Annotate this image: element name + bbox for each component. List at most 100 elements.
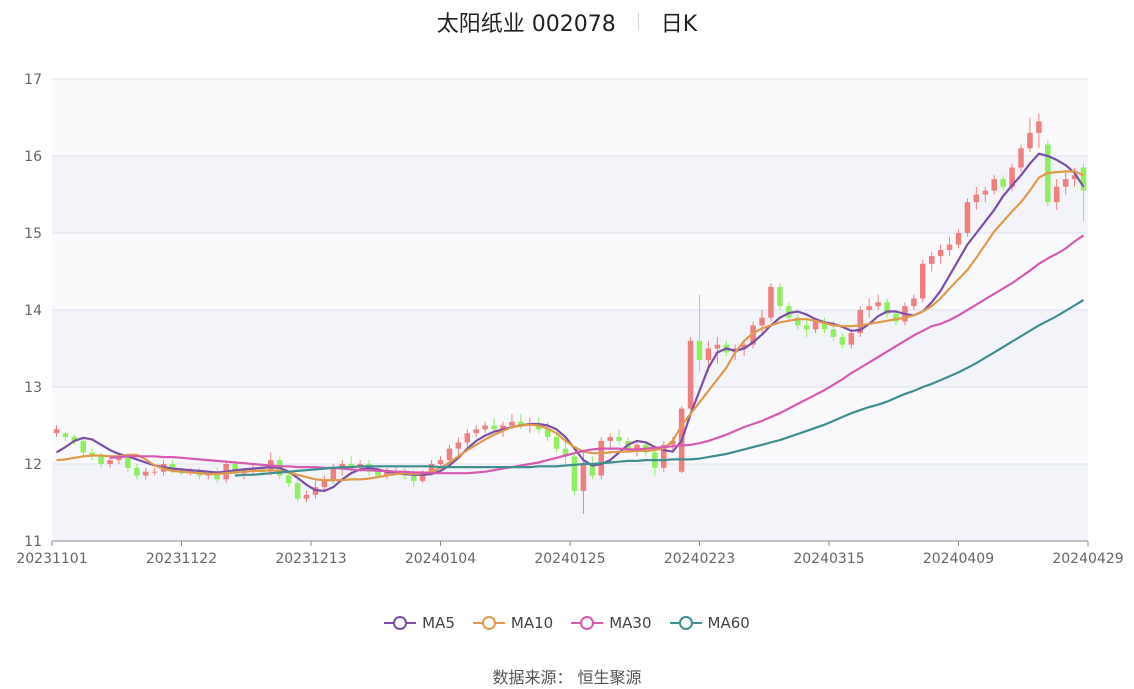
title-separator [637, 13, 639, 31]
data-source: 数据来源： 恒生聚源 [492, 668, 642, 687]
candle-body [964, 202, 971, 233]
candle-body [80, 440, 87, 453]
y-tick-label: 13 [24, 380, 42, 396]
candle-body [714, 344, 721, 349]
candle-body [750, 325, 756, 345]
candle-body [928, 256, 935, 264]
x-tick-label: 20231101 [16, 551, 87, 567]
candle-body [455, 442, 462, 449]
candle-body [214, 473, 220, 480]
candle-body [464, 433, 471, 443]
candle-body [437, 460, 444, 464]
x-tick-label: 20231213 [275, 551, 346, 567]
candle-body [151, 471, 158, 473]
legend-label-ma10: MA10 [510, 614, 554, 632]
y-tick-label: 14 [24, 303, 42, 319]
candle-body [661, 444, 667, 468]
candle-body [339, 464, 346, 468]
x-tick-label: 20240429 [1052, 551, 1123, 567]
legend: MA5 MA10 MA30 MA60 [0, 614, 1134, 632]
candle-body [812, 321, 819, 330]
candle-body [562, 448, 569, 457]
candle-body [125, 456, 131, 468]
plot-band [52, 233, 1088, 310]
candle-body [937, 249, 944, 257]
candle-body [71, 437, 78, 441]
candle-body [982, 190, 989, 195]
candle-body [500, 425, 506, 430]
plot-bands [52, 79, 1088, 541]
candle-body [62, 433, 69, 438]
ma-line-ma30 [110, 234, 1085, 475]
candle-body [571, 456, 578, 491]
candle-body [509, 421, 515, 426]
candle-body [285, 475, 292, 484]
candle-body [446, 448, 453, 461]
legend-label-ma30: MA30 [609, 614, 652, 632]
candle-body [107, 460, 113, 464]
x-tick-label: 20240409 [923, 551, 994, 567]
plot-band [52, 79, 1088, 156]
plot-band [52, 387, 1088, 464]
x-tick-label: 20231122 [146, 551, 217, 567]
candle-body [741, 344, 747, 349]
plot-band [52, 310, 1088, 387]
candle-body [616, 437, 622, 441]
candle-body [848, 333, 855, 345]
period-label: 日K [660, 12, 698, 37]
candle-body [553, 437, 560, 449]
y-axis: 11 12 13 14 15 16 17 [24, 72, 42, 550]
plot-band [52, 156, 1088, 233]
legend-swatch-ma30 [571, 615, 604, 631]
candle-body [482, 425, 488, 430]
candle-body [143, 471, 149, 476]
candle-body [419, 471, 426, 481]
ma-line-ma60 [235, 299, 1085, 477]
candle-body [518, 421, 524, 426]
candle-body [294, 483, 301, 499]
candle-body [786, 306, 792, 318]
chart-title: 太阳纸业 002078 日K [0, 6, 1134, 38]
candle-body [857, 310, 864, 334]
legend-item-ma30[interactable]: MA30 [571, 614, 652, 632]
candle-body [134, 467, 140, 476]
candle-body [669, 440, 676, 445]
candle-body [1027, 132, 1033, 149]
x-tick-label: 20240125 [534, 551, 605, 567]
candle-body [839, 336, 846, 345]
x-axis: 20231101 20231122 20231213 20240104 20240125… [16, 540, 1124, 567]
candle-body [428, 464, 435, 472]
legend-item-ma60[interactable]: MA60 [669, 614, 750, 632]
legend-swatch-ma60 [669, 615, 702, 631]
candle-body [705, 348, 712, 361]
stock-name: 太阳纸业 002078 [436, 12, 616, 37]
y-tick-label: 12 [24, 457, 42, 473]
x-tick-label: 20240223 [664, 551, 735, 567]
candle-body [794, 317, 801, 326]
candle-body [821, 321, 828, 330]
candle-body [98, 456, 104, 464]
candle-body [375, 471, 381, 476]
candle-body [875, 302, 881, 307]
candle-body [768, 286, 774, 318]
candle-body [1009, 167, 1015, 187]
legend-item-ma10[interactable]: MA10 [472, 614, 554, 632]
legend-item-ma5[interactable]: MA5 [384, 614, 455, 632]
candle-body [696, 340, 703, 361]
candle-body [1062, 179, 1069, 187]
candle-body [607, 437, 613, 441]
candle-body [544, 429, 551, 438]
candle-body [116, 456, 122, 461]
candle-body [303, 494, 310, 499]
candle-body [866, 306, 872, 310]
candle-body [973, 194, 980, 203]
candle-body [687, 340, 694, 409]
legend-label-ma5: MA5 [422, 614, 455, 632]
y-tick-label: 16 [24, 149, 42, 165]
candle-body [803, 325, 810, 330]
legend-label-ma60: MA60 [707, 614, 750, 632]
candle-body [893, 313, 899, 322]
candle-body [259, 467, 265, 472]
x-tick-label: 20240104 [405, 551, 476, 567]
candle-body [348, 464, 354, 468]
